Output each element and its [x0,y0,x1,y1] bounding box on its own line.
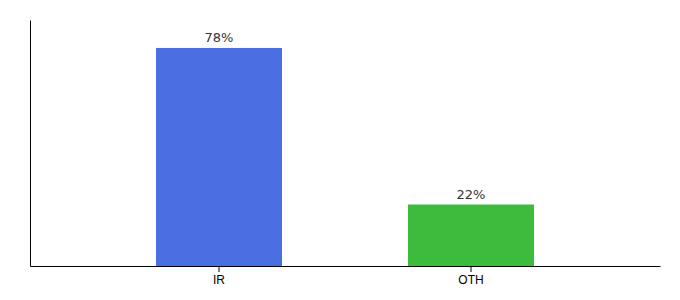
bar [408,205,534,267]
x-tick: IR [213,266,225,287]
x-tick-mark [471,266,472,272]
data-label: 22% [457,187,486,202]
x-tick-mark [219,266,220,272]
x-axis: IR OTH [31,266,661,287]
data-labels: 78% 22% [205,30,486,202]
bars [156,48,534,266]
bar [156,48,282,266]
data-label: 78% [205,30,234,45]
y-axis [30,21,31,267]
x-axis-line [31,266,661,267]
x-tick-label: IR [213,273,225,287]
plot: IR OTH 78% 22% [31,21,661,287]
x-tick: OTH [458,266,483,287]
x-tick-label: OTH [458,273,483,287]
chart: IR OTH 78% 22% [0,0,680,300]
y-axis-line [30,21,31,267]
